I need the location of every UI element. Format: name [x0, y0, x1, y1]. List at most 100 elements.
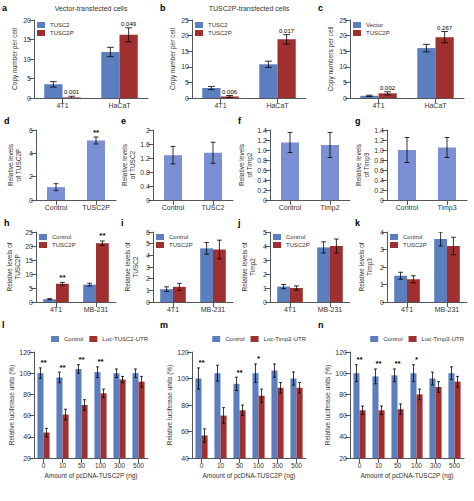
svg-text:5: 5	[29, 285, 33, 292]
svg-text:20: 20	[25, 243, 33, 250]
svg-text:Luc-Timp3-UTR: Luc-Timp3-UTR	[422, 336, 465, 342]
svg-text:Control: Control	[169, 234, 188, 240]
svg-text:0.8: 0.8	[140, 169, 150, 176]
svg-text:Vector-transfected cells: Vector-transfected cells	[55, 5, 128, 12]
svg-text:40: 40	[339, 433, 347, 440]
svg-text:Luc-Timp2-UTR: Luc-Timp2-UTR	[264, 336, 307, 342]
svg-text:10: 10	[181, 63, 189, 70]
svg-text:300: 300	[272, 462, 283, 469]
svg-text:2: 2	[263, 271, 267, 278]
svg-text:HaCaT: HaCaT	[266, 102, 289, 109]
svg-text:*: *	[257, 354, 261, 363]
svg-text:500: 500	[449, 462, 460, 469]
svg-text:3: 3	[263, 257, 267, 264]
svg-text:HaCaT: HaCaT	[424, 102, 447, 109]
svg-text:Relative levels: Relative levels	[7, 143, 14, 186]
svg-text:Control: Control	[162, 204, 185, 211]
svg-text:5: 5	[185, 79, 189, 86]
svg-text:TUSC2P: TUSC2P	[208, 30, 232, 36]
svg-text:Copy numbers per cell: Copy numbers per cell	[327, 26, 335, 92]
svg-text:Control: Control	[286, 234, 305, 240]
svg-text:60: 60	[339, 412, 347, 419]
svg-text:300: 300	[430, 462, 441, 469]
svg-text:1.2: 1.2	[374, 137, 384, 144]
svg-text:0: 0	[29, 197, 33, 204]
svg-text:MB-231: MB-231	[435, 306, 460, 313]
svg-text:**: **	[59, 273, 66, 282]
svg-text:0.049: 0.049	[121, 21, 137, 27]
svg-text:3: 3	[380, 246, 384, 253]
svg-text:0.001: 0.001	[64, 89, 80, 95]
svg-text:i: i	[121, 218, 124, 228]
svg-text:0: 0	[27, 95, 31, 102]
svg-text:**: **	[198, 358, 205, 367]
svg-text:1: 1	[263, 285, 267, 292]
svg-text:4T1: 4T1	[372, 102, 384, 109]
svg-text:**: **	[78, 355, 85, 364]
svg-text:120: 120	[335, 349, 347, 356]
svg-text:0: 0	[146, 197, 150, 204]
svg-text:60: 60	[181, 428, 189, 435]
svg-text:TUSC2: TUSC2	[50, 22, 70, 28]
svg-text:10: 10	[25, 271, 33, 278]
svg-text:2: 2	[146, 127, 150, 134]
svg-text:**: **	[97, 357, 104, 366]
svg-text:Control: Control	[403, 234, 422, 240]
svg-text:0.267: 0.267	[437, 25, 453, 31]
svg-text:Control: Control	[225, 336, 244, 342]
svg-text:0: 0	[358, 462, 362, 469]
svg-text:100: 100	[253, 462, 264, 469]
svg-text:TUSC2P: TUSC2P	[82, 204, 110, 211]
svg-text:40: 40	[181, 455, 189, 462]
svg-text:25: 25	[25, 229, 33, 236]
svg-text:15: 15	[339, 48, 347, 55]
svg-text:0.017: 0.017	[279, 28, 295, 34]
svg-text:20: 20	[23, 455, 31, 462]
svg-text:100: 100	[95, 462, 106, 469]
svg-text:a: a	[2, 3, 8, 13]
svg-text:0: 0	[343, 95, 347, 102]
svg-text:MB-231: MB-231	[84, 306, 109, 313]
svg-text:g: g	[355, 116, 361, 126]
svg-text:Control: Control	[396, 204, 419, 211]
svg-text:Relative luciferase units (%): Relative luciferase units (%)	[166, 365, 174, 446]
svg-text:0.4: 0.4	[140, 183, 150, 190]
svg-text:Control: Control	[45, 204, 68, 211]
svg-text:0.8: 0.8	[374, 157, 384, 164]
svg-text:**: **	[375, 359, 382, 368]
svg-text:0: 0	[29, 299, 33, 306]
svg-text:TUSC2P: TUSC2P	[14, 254, 21, 280]
svg-text:10: 10	[375, 462, 383, 469]
svg-text:TUSC2P: TUSC2P	[366, 30, 390, 36]
svg-text:0.2: 0.2	[374, 187, 384, 194]
svg-text:4T1: 4T1	[214, 102, 226, 109]
svg-text:*: *	[415, 355, 419, 364]
svg-text:0: 0	[380, 197, 384, 204]
svg-text:3: 3	[146, 264, 150, 271]
svg-text:10: 10	[23, 56, 31, 63]
svg-text:0: 0	[42, 462, 46, 469]
svg-text:h: h	[4, 218, 10, 228]
svg-text:4T1: 4T1	[56, 102, 68, 109]
svg-text:0.6: 0.6	[374, 167, 384, 174]
svg-text:4: 4	[263, 243, 267, 250]
svg-text:2: 2	[380, 264, 384, 271]
svg-text:0: 0	[185, 95, 189, 102]
svg-text:f: f	[238, 116, 242, 126]
svg-text:2: 2	[146, 275, 150, 282]
svg-text:Timp3: Timp3	[366, 258, 374, 276]
svg-text:50: 50	[78, 462, 86, 469]
svg-text:**: **	[99, 231, 106, 240]
svg-text:0.006: 0.006	[222, 89, 238, 95]
svg-text:15: 15	[23, 36, 31, 43]
svg-text:TUSC2: TUSC2	[208, 22, 228, 28]
svg-text:Relative levels of: Relative levels of	[241, 242, 248, 291]
svg-text:c: c	[318, 3, 323, 13]
svg-text:d: d	[4, 116, 10, 126]
svg-text:**: **	[93, 128, 100, 137]
svg-text:0.8: 0.8	[257, 157, 267, 164]
svg-text:6: 6	[146, 229, 150, 236]
svg-text:1.0: 1.0	[257, 147, 267, 154]
svg-text:4T1: 4T1	[284, 306, 296, 313]
svg-text:Control: Control	[279, 204, 302, 211]
